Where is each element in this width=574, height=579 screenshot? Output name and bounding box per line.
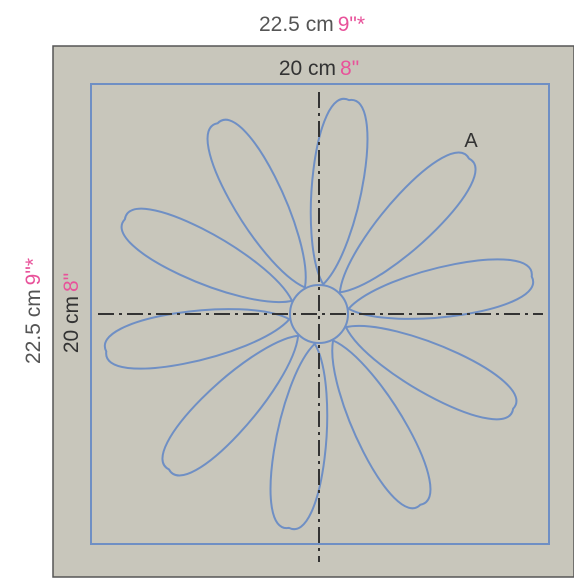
flower-center-circle — [289, 284, 349, 344]
inner-height-label: 20 cm 8" — [60, 273, 83, 353]
petal-outline — [269, 342, 329, 531]
petal-outline — [338, 151, 477, 294]
outer-height-metric: 22.5 cm — [22, 289, 45, 364]
inner-width-metric: 20 cm — [279, 57, 336, 80]
inner-width-label: 20 cm 8" — [279, 57, 359, 80]
petal-outline — [309, 97, 369, 286]
outer-width-label: 22.5 cm 9"* — [259, 13, 365, 36]
outer-height-label: 22.5 cm 9"* — [22, 258, 45, 364]
petal-outline — [344, 324, 518, 421]
outer-width-imperial: 9"* — [338, 13, 365, 36]
finished-size-outline — [90, 83, 550, 545]
petal-outline — [103, 308, 292, 370]
inner-height-imperial: 8" — [60, 273, 83, 292]
petal-outline — [206, 118, 307, 289]
petal-outline — [161, 334, 300, 477]
fabric-square — [52, 45, 574, 578]
inner-height-metric: 20 cm — [60, 296, 83, 353]
petal-outline — [120, 207, 294, 304]
template-label: A — [464, 130, 478, 152]
petal-outline — [346, 258, 535, 320]
flower-petals — [103, 97, 535, 531]
outer-height-imperial: 9"* — [22, 258, 45, 285]
outer-width-metric: 22.5 cm — [259, 13, 334, 36]
petal-outline — [331, 339, 432, 510]
inner-width-imperial: 8" — [340, 57, 359, 80]
